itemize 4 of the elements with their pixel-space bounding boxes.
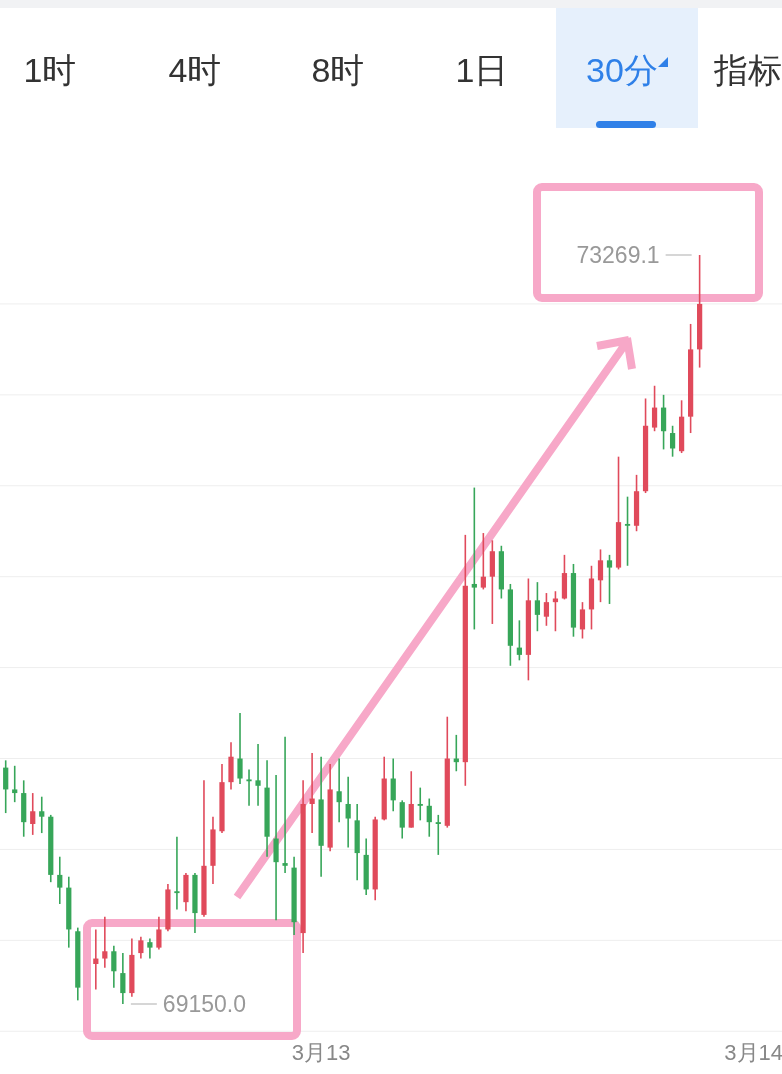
annotation: 69150.0 <box>162 991 246 1017</box>
x-tick-label: 3月14 <box>724 1040 782 1065</box>
x-tick-label: 3月13 <box>291 1040 351 1065</box>
annotation: 73269.1 <box>576 242 660 268</box>
